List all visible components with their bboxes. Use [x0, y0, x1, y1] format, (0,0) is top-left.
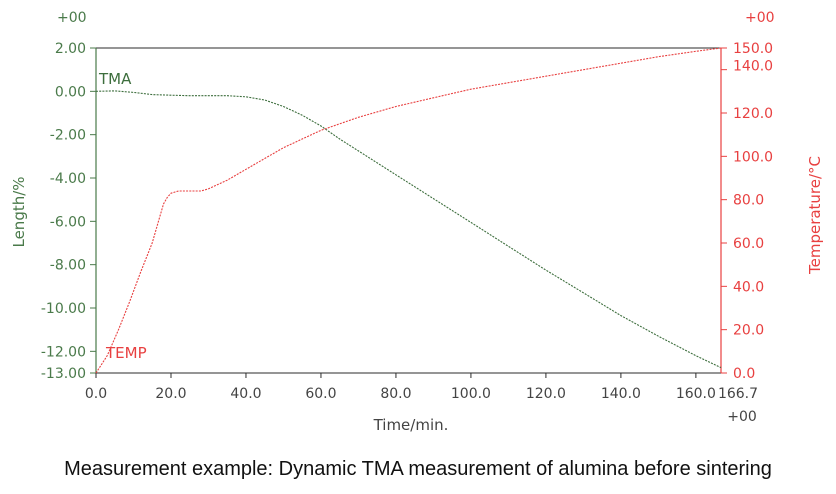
x-tick-label: 0.0 [85, 386, 107, 402]
left-tick-label: -6.00 [50, 214, 86, 230]
plot-frame [95, 47, 722, 374]
right-tick-label: 100.0 [733, 149, 773, 165]
left-tick-label: 2.00 [55, 41, 86, 57]
left-tick-label: 0.00 [55, 84, 86, 100]
x-end-sub-label: +00 [727, 409, 757, 425]
right-tick-label: 0.0 [733, 366, 755, 382]
right-tick-label: 80.0 [733, 193, 764, 209]
bottom-axis-ticks: 0.0 20.0 40.0 60.0 80.0 100.0 120.0 140.0 160.0 [85, 373, 716, 402]
right-tick-label: 60.0 [733, 236, 764, 252]
right-axis-ticks: 150.0 140.0 120.0 100.0 80.0 60.0 40.0 20.0 0.0 [721, 41, 773, 382]
y-right-axis-title: Temperature/°C [806, 156, 824, 275]
left-top-offset-label: +00 [57, 10, 87, 26]
left-tick-label: -13.00 [41, 366, 86, 382]
series-layer [95, 47, 722, 374]
left-tick-label: -10.00 [41, 301, 86, 317]
x-tick-label: 60.0 [305, 386, 336, 402]
right-tick-label: 20.0 [733, 323, 764, 339]
series-label-tma: TMA [98, 70, 132, 88]
y-left-axis-title: Length/% [10, 176, 28, 247]
right-top-offset-label: +00 [745, 10, 775, 26]
x-tick-label: 40.0 [230, 386, 261, 402]
x-tick-label: 140.0 [601, 386, 641, 402]
series-line-temp [95, 47, 722, 374]
x-tick-label: 100.0 [451, 386, 491, 402]
x-tick-label: 80.0 [380, 386, 411, 402]
series-label-temp: TEMP [105, 344, 147, 362]
x-tick-label: 20.0 [155, 386, 186, 402]
x-tick-label: 120.0 [526, 386, 566, 402]
right-tick-label: 140.0 [733, 59, 773, 75]
x-end-label: 166.7 [718, 386, 758, 402]
right-tick-label: 120.0 [733, 106, 773, 122]
x-axis-title: Time/min. [373, 416, 449, 434]
right-tick-label: 150.0 [733, 41, 773, 57]
x-tick-label: 160.0 [676, 386, 716, 402]
tma-chart: 2.00 0.00 -2.00 -4.00 -6.00 -8.00 -10.00 -12.00… [10, 10, 824, 434]
left-tick-label: -2.00 [50, 128, 86, 144]
series-line-tma [95, 90, 722, 369]
left-axis-ticks: 2.00 0.00 -2.00 -4.00 -6.00 -8.00 -10.00 -12.00… [41, 41, 96, 382]
left-tick-label: -8.00 [50, 258, 86, 274]
left-tick-label: -12.00 [41, 344, 86, 360]
figure-caption: Measurement example: Dynamic TMA measure… [64, 458, 772, 480]
left-tick-label: -4.00 [50, 171, 86, 187]
right-tick-label: 40.0 [733, 279, 764, 295]
